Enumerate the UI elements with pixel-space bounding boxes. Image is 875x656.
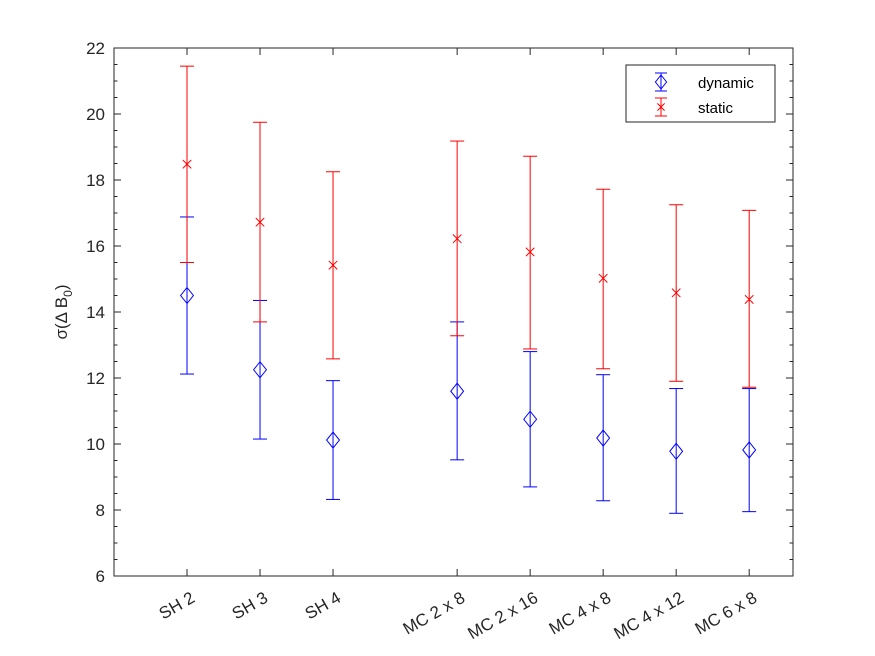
plot-area [114,48,793,576]
legend-static-label: static [698,100,734,117]
x-marker-stroke [182,159,192,169]
y-tick-label: 22 [86,39,105,58]
diamond-marker [325,431,341,449]
y-tick-label: 14 [86,303,105,322]
series-dynamic [179,216,757,514]
legend-static-marker [655,97,667,117]
x-marker-stroke [452,234,462,244]
diamond-marker [654,74,668,90]
diamond-marker [596,429,611,447]
diamond-marker [742,441,757,459]
series-static [180,65,757,388]
legend: dynamic static [625,64,776,123]
tick-marks [114,47,793,577]
y-tick-label: 18 [86,171,105,190]
diamond-marker [450,382,465,401]
legend-dynamic-label: dynamic [698,75,754,92]
x-marker-stroke [744,294,754,305]
data-series [179,65,757,514]
y-tick-label: 16 [86,237,105,256]
y-tick-label: 10 [86,435,105,454]
x-marker-stroke [598,273,608,283]
y-tick-labels: 6 8 10 12 14 16 18 20 22 [86,39,105,586]
diamond-marker [252,360,268,379]
y-tick-label: 8 [96,501,105,520]
y-axis-label-main: σ(Δ B [52,297,71,340]
x-marker-stroke [328,260,338,270]
x-marker-stroke [657,103,665,111]
y-axis-label: σ(Δ B0) [52,285,75,340]
y-axis-label-subscript: 0 [61,290,75,297]
y-axis-label-close: ) [52,285,71,291]
x-marker-stroke [525,247,535,257]
y-tick-label: 12 [86,369,105,388]
axes-box [113,47,794,577]
diamond-marker [669,442,684,461]
diamond-marker [179,286,195,305]
y-tick-label: 6 [96,567,105,586]
diamond-marker [523,410,538,429]
x-marker-stroke [671,288,681,298]
y-tick-label: 20 [86,105,105,124]
x-marker-stroke [255,217,265,227]
legend-box [625,64,776,123]
legend-dynamic-marker [654,72,668,92]
